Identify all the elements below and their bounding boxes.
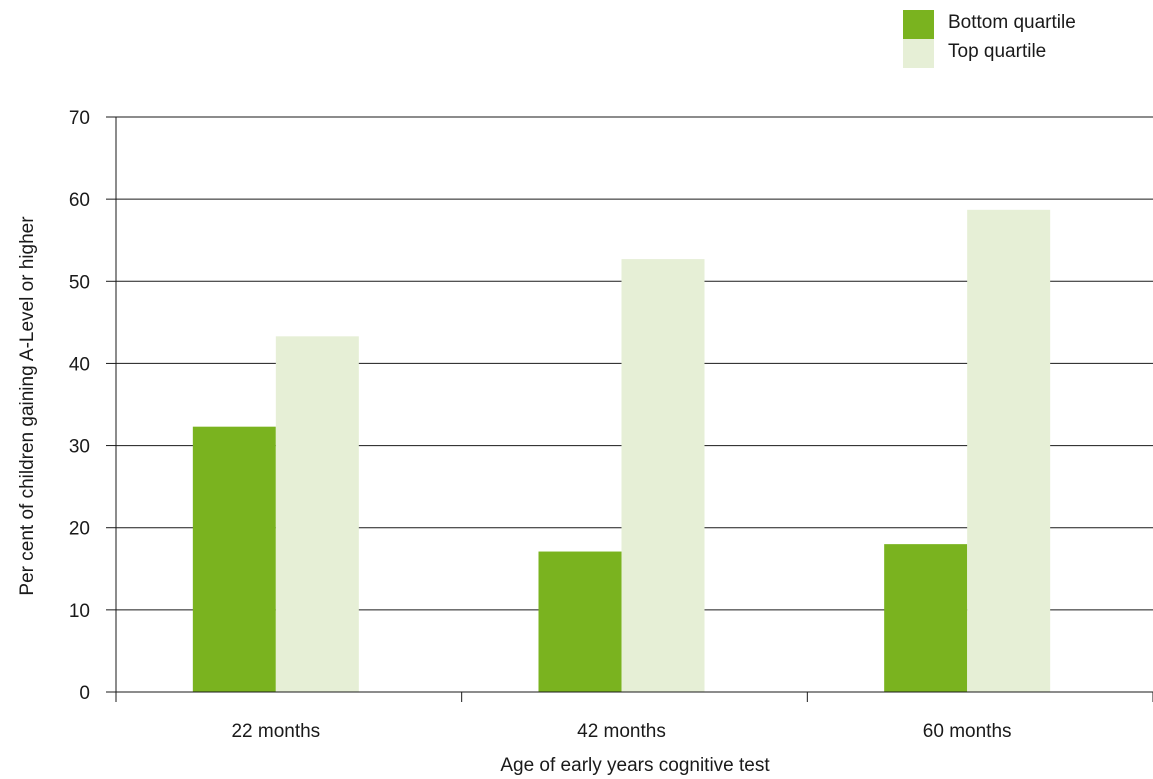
x-category-labels: 22 months 42 months 60 months xyxy=(231,721,1011,742)
x-axis-title: Age of early years cognitive test xyxy=(500,755,770,776)
y-tick-labels: 0 10 20 30 40 50 60 70 xyxy=(69,108,90,704)
legend-swatch-top-quartile xyxy=(903,39,934,68)
axes xyxy=(106,116,1153,702)
y-tick-label: 20 xyxy=(69,519,90,540)
bar-top-quartile xyxy=(621,259,705,692)
x-category-label: 22 months xyxy=(231,721,320,742)
y-tick-label: 0 xyxy=(79,683,90,704)
y-tick-label: 10 xyxy=(69,601,90,622)
y-tick-label: 30 xyxy=(69,437,90,458)
x-category-label: 42 months xyxy=(577,721,666,742)
legend-label-top-quartile: Top quartile xyxy=(948,41,1047,62)
y-tick-label: 50 xyxy=(69,272,90,293)
bars xyxy=(192,209,1051,693)
y-axis-title: Per cent of children gaining A-Level or … xyxy=(17,216,38,596)
legend-swatch-bottom-quartile xyxy=(903,10,934,39)
bar-top-quartile xyxy=(967,209,1051,693)
x-category-label: 60 months xyxy=(923,721,1012,742)
y-tick-label: 40 xyxy=(69,354,90,375)
bar-top-quartile xyxy=(275,336,359,692)
bar-bottom-quartile xyxy=(192,426,276,692)
y-tick-label: 70 xyxy=(69,108,90,129)
y-tick-label: 60 xyxy=(69,190,90,211)
legend-label-bottom-quartile: Bottom quartile xyxy=(948,12,1076,33)
bar-bottom-quartile xyxy=(538,551,622,692)
bar-bottom-quartile xyxy=(884,544,968,692)
